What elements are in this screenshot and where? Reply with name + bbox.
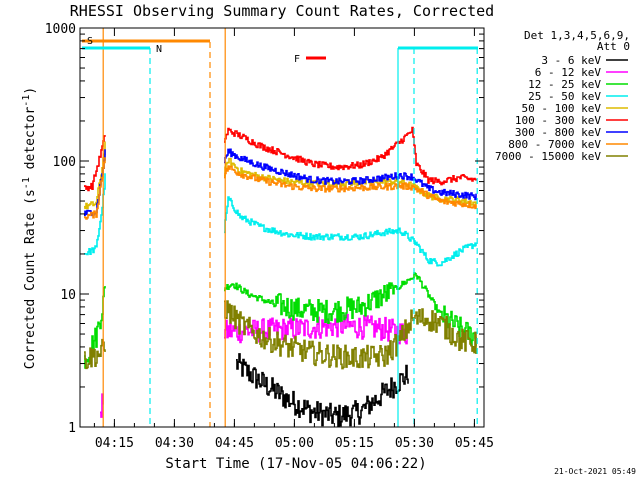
plot-data [84, 126, 477, 427]
y-tick-label-1: 1 [68, 421, 76, 436]
series-100-300-kev-segment-1 [84, 135, 106, 192]
series-100-300-kev [84, 126, 477, 192]
f-bar-label: F [294, 54, 300, 65]
plot-frame [79, 27, 485, 428]
x-tick-label-6: 05:30 [395, 436, 434, 451]
x-tick-label-2: 04:30 [155, 436, 194, 451]
series-800-7000-kev-segment-1 [84, 157, 106, 220]
series-25-50-kev-segment-1 [84, 173, 106, 256]
series-25-50-kev [84, 173, 477, 267]
legend-entry-50-100-kev: 50 - 100 keV [522, 102, 628, 115]
series-12-25-kev-segment-2 [224, 272, 477, 347]
legend-label-6-12-kev: 6 - 12 keV [535, 66, 602, 79]
legend-label-12-25-kev: 12 - 25 keV [528, 78, 601, 91]
series-25-50-kev-segment-2 [224, 196, 477, 267]
series-12-25-kev [84, 272, 477, 369]
x-tick-label-3: 04:45 [215, 436, 254, 451]
series-12-25-kev-segment-1 [84, 286, 106, 369]
x-tick-label-5: 05:15 [335, 436, 374, 451]
series-7000-15000-kev-segment-1 [84, 338, 106, 370]
series-3-6-kev [236, 353, 409, 427]
series-100-300-kev-segment-2 [224, 126, 477, 186]
legend-label-7000-15000-kev: 7000 - 15000 keV [495, 150, 601, 163]
axes: 04:15 04:30 04:45 05:00 05:15 05:30 05:45 1 10 10… [45, 22, 494, 451]
legend-header-attenuator: Att 0 [597, 40, 630, 53]
legend-header-detectors: Det 1,3,4,5,6,9, [524, 29, 630, 42]
legend-entry-300-800-kev: 300 - 800 keV [515, 126, 628, 139]
legend-entry-100-300-kev: 100 - 300 keV [515, 114, 628, 127]
x-axis-label: Start Time (17-Nov-05 04:06:22) [165, 456, 426, 472]
x-tick-label-4: 05:00 [275, 436, 314, 451]
legend-entry-12-25-kev: 12 - 25 keV [528, 78, 628, 91]
y-tick-label-4: 1000 [45, 22, 76, 37]
series-7000-15000-kev-segment-2 [224, 300, 477, 370]
footer-date: 21-Oct-2021 05:49 [554, 467, 636, 476]
series-800-7000-kev [84, 157, 477, 220]
series-800-7000-kev-segment-2 [224, 165, 477, 210]
legend-entry-3-6-kev: 3 - 6 keV [541, 54, 628, 67]
legend-label-800-7000-kev: 800 - 7000 keV [508, 138, 601, 151]
legend-entry-800-7000-kev: 800 - 7000 keV [508, 138, 628, 151]
legend-label-3-6-kev: 3 - 6 keV [541, 54, 601, 67]
legend-entry-6-12-kev: 6 - 12 keV [535, 66, 628, 79]
x-tick-label-1: 04:15 [95, 436, 134, 451]
legend-entry-25-50-kev: 25 - 50 keV [528, 90, 628, 103]
series-7000-15000-kev [84, 300, 477, 370]
x-tick-label-7: 05:45 [455, 436, 494, 451]
legend-label-50-100-kev: 50 - 100 keV [522, 102, 602, 115]
plot-annotations: S N F [82, 28, 478, 427]
legend-entry-7000-15000-kev: 7000 - 15000 keV [495, 150, 628, 163]
legend-label-300-800-kev: 300 - 800 keV [515, 126, 601, 139]
series-6-12-kev-segment-2 [224, 313, 409, 345]
legend-label-25-50-kev: 25 - 50 keV [528, 90, 601, 103]
series-3-6-kev-segment-1 [236, 353, 409, 427]
y-axis-label: Corrected Count Rate (s-1 detector-1) [21, 87, 38, 369]
y-tick-label-2: 10 [60, 288, 76, 303]
series-300-800-kev-segment-2 [224, 148, 477, 201]
legend-label-100-300-kev: 100 - 300 keV [515, 114, 601, 127]
chart-title: RHESSI Observing Summary Count Rates, Co… [70, 2, 494, 20]
y-tick-label-3: 100 [53, 155, 76, 170]
s-bar-label: S [87, 36, 93, 47]
n-bar-label: N [156, 44, 162, 55]
